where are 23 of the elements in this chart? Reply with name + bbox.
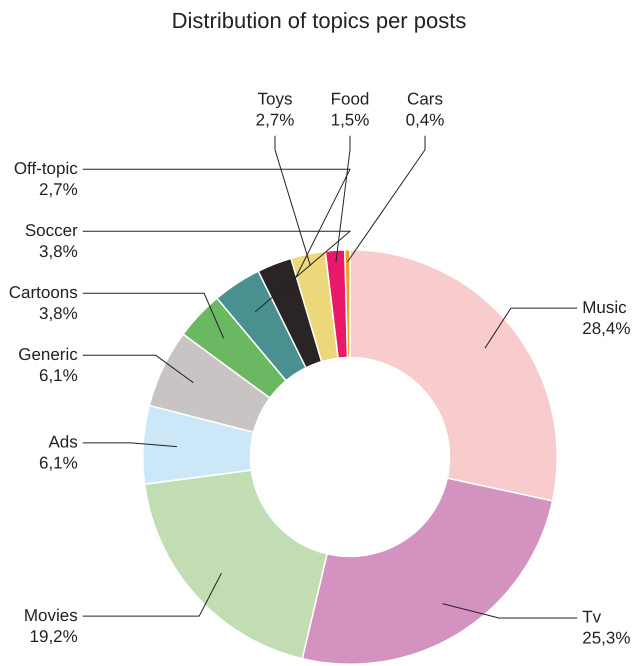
slice-label: Toys — [258, 89, 292, 108]
slice-label: Soccer — [24, 220, 78, 240]
slice-label: Generic — [18, 344, 78, 364]
slice-label: Cars — [407, 89, 443, 108]
data-label: 3,8% — [39, 304, 78, 323]
data-label: 0,4% — [406, 110, 444, 130]
slice-label: Movies — [24, 606, 78, 625]
data-label: 2,7% — [39, 180, 78, 199]
chart-title: Distribution of topics per posts — [170, 8, 468, 34]
slice-label: Cartoons — [8, 282, 78, 302]
data-label: 28,4% — [582, 318, 630, 338]
data-label: 1,5% — [330, 110, 370, 130]
data-label: 19,2% — [30, 626, 78, 646]
slice-label: Ads — [48, 432, 78, 452]
data-label: 3,8% — [39, 242, 78, 261]
slice-label: Off-topic — [14, 158, 78, 178]
data-label: 6,1% — [39, 366, 78, 385]
data-label: 25,3% — [582, 628, 630, 648]
slice-label: Food — [330, 89, 370, 108]
slice-label: Tv — [582, 608, 602, 627]
slice-label: Music — [582, 298, 628, 317]
data-label: 2,7% — [256, 110, 294, 130]
data-label: 6,1% — [39, 454, 78, 473]
